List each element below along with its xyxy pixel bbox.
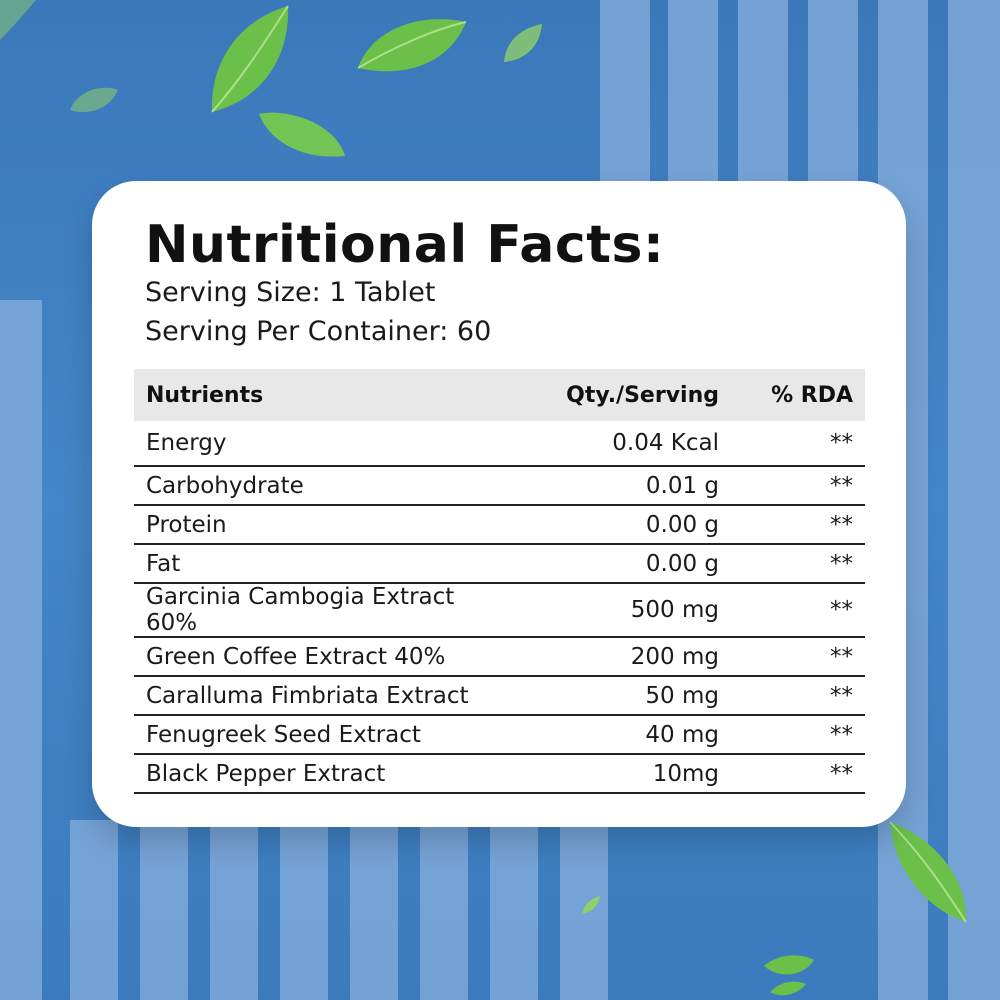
leaf-icon	[70, 87, 118, 112]
table-row: Caralluma Fimbriata Extract 50 mg **	[134, 676, 865, 716]
leaf-icon	[889, 821, 967, 923]
table-row: Black Pepper Extract 10mg **	[134, 754, 865, 794]
header-qty: Qty./Serving	[517, 369, 731, 421]
leaf-icon	[259, 112, 345, 157]
nutrient-qty: 40 mg	[517, 715, 731, 755]
nutrient-name: Protein	[134, 505, 517, 545]
nutrient-qty: 200 mg	[517, 637, 731, 677]
table-row: Fenugreek Seed Extract 40 mg **	[134, 715, 865, 755]
nutrient-rda: **	[731, 637, 865, 677]
leaf-icon	[582, 896, 600, 914]
table-row: Energy 0.04 Kcal **	[134, 421, 865, 467]
serving-per-container: Serving Per Container: 60	[145, 316, 492, 347]
nutrient-qty: 0.04 Kcal	[517, 421, 731, 467]
table-row: Carbohydrate 0.01 g **	[134, 466, 865, 506]
nutrient-rda: **	[731, 505, 865, 545]
nutrient-qty: 50 mg	[517, 676, 731, 716]
table-row: Protein 0.00 g **	[134, 505, 865, 545]
nutrient-name: Green Coffee Extract 40%	[134, 637, 517, 677]
nutrient-name: Caralluma Fimbriata Extract	[134, 676, 517, 716]
header-rda: % RDA	[731, 369, 865, 421]
table-row: Green Coffee Extract 40% 200 mg **	[134, 637, 865, 677]
nutrition-table: Nutrients Qty./Serving % RDA Energy 0.04…	[134, 369, 865, 794]
nutrient-rda: **	[731, 544, 865, 584]
nutrient-rda: **	[731, 466, 865, 506]
table-header-row: Nutrients Qty./Serving % RDA	[134, 369, 865, 421]
nutrient-name: Energy	[134, 421, 517, 467]
nutrient-qty: 10mg	[517, 754, 731, 794]
nutrient-qty: 0.00 g	[517, 505, 731, 545]
nutrient-qty: 500 mg	[517, 583, 731, 638]
nutrient-name: Fat	[134, 544, 517, 584]
leaf-icon	[357, 19, 467, 72]
card-title: Nutritional Facts:	[145, 215, 665, 275]
nutrient-name: Fenugreek Seed Extract	[134, 715, 517, 755]
nutrient-name: Carbohydrate	[134, 466, 517, 506]
leaf-icon	[504, 24, 542, 62]
table-row: Fat 0.00 g **	[134, 544, 865, 584]
nutrient-rda: **	[731, 583, 865, 638]
nutrition-card: Nutritional Facts: Serving Size: 1 Table…	[92, 181, 906, 827]
nutrient-rda: **	[731, 754, 865, 794]
nutrient-name: Garcinia Cambogia Extract 60%	[134, 583, 517, 638]
nutrient-rda: **	[731, 676, 865, 716]
leaf-icon	[764, 955, 814, 996]
nutrient-name: Black Pepper Extract	[134, 754, 517, 794]
nutrient-rda: **	[731, 421, 865, 467]
serving-size: Serving Size: 1 Tablet	[145, 277, 436, 308]
table-row: Garcinia Cambogia Extract 60% 500 mg **	[134, 583, 865, 638]
leaf-icon	[0, 0, 36, 40]
leaf-icon	[211, 5, 289, 113]
nutrient-qty: 0.00 g	[517, 544, 731, 584]
nutrient-qty: 0.01 g	[517, 466, 731, 506]
nutrient-rda: **	[731, 715, 865, 755]
header-nutrients: Nutrients	[134, 369, 517, 421]
